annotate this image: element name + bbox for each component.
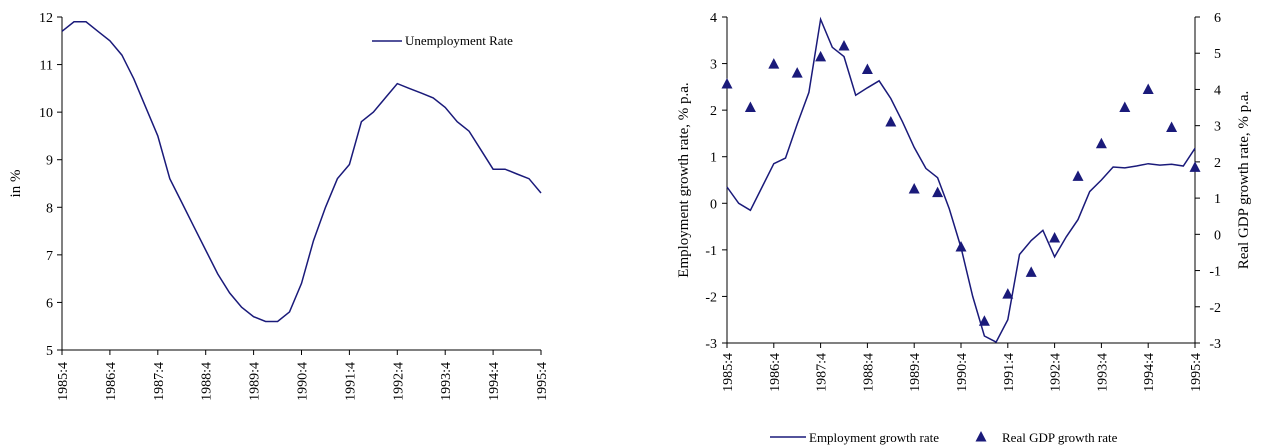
x-tick-label: 1995:4	[535, 362, 550, 401]
gdp-growth-point	[861, 63, 873, 75]
left-y-tick-label: 4	[710, 11, 717, 26]
gdp-growth-point	[1189, 161, 1201, 172]
unemployment-chart: 5 6 7 8 9 10 11 12 1985:4 1986:4 1987:4 1988:4 1989:…	[8, 11, 550, 401]
y-tick-label: 5	[46, 344, 53, 359]
x-tick-label: 1986:4	[104, 362, 119, 401]
left-y-tick-label: -1	[705, 244, 717, 259]
x-tick-label: 1985:4	[56, 362, 71, 401]
gdp-growth-point	[1025, 266, 1037, 277]
gdp-growth-point	[768, 58, 780, 69]
x-tick-label: 1993:4	[439, 362, 454, 401]
right-y-tick-label: 1	[1214, 192, 1221, 207]
left-y-tick-label: 0	[710, 197, 717, 212]
x-tick-label: 1987:4	[152, 362, 167, 401]
gdp-growth-point	[1119, 101, 1131, 113]
gdp-growth-point	[955, 241, 967, 252]
gdp-growth-point	[1166, 121, 1178, 132]
gdp-growth-point	[885, 116, 897, 127]
gdp-growth-point	[1049, 231, 1061, 243]
x-tick-label: 1993:4	[1095, 353, 1110, 392]
x-tick-label: 1991:4	[343, 362, 358, 401]
right-y-tick-label: 6	[1214, 11, 1221, 26]
left-y-tick-label: 3	[710, 58, 717, 73]
right-y-tick-label: 2	[1214, 156, 1221, 171]
x-tick-label: 1991:4	[1002, 353, 1017, 392]
x-tick-label: 1989:4	[908, 353, 923, 392]
x-tick-label: 1986:4	[768, 353, 783, 392]
gdp-growth-point	[978, 315, 990, 326]
x-tick-label: 1987:4	[815, 353, 830, 392]
right-y-tick-label: -2	[1209, 301, 1221, 316]
y-tick-label: 6	[46, 296, 53, 311]
unemployment-rate-line	[61, 21, 542, 323]
x-tick-label: 1994:4	[487, 362, 502, 401]
y-tick-label: 8	[46, 201, 53, 216]
gdp-growth-point	[908, 183, 920, 194]
gdp-growth-point	[791, 67, 803, 78]
left-y-tick-label: 2	[710, 104, 717, 119]
gdp-growth-point	[1095, 137, 1107, 149]
gdp-growth-point	[744, 101, 756, 113]
legend-label-unemployment: Unemployment Rate	[405, 33, 513, 48]
right-y-tick-label: 4	[1214, 83, 1221, 98]
right-y-tick-label: 3	[1214, 120, 1221, 135]
legend-label-employment: Employment growth rate	[809, 430, 939, 445]
x-tick-label: 1992:4	[1049, 353, 1064, 392]
gdp-growth-point	[1002, 288, 1014, 299]
right-y-tick-label: 5	[1214, 47, 1221, 62]
y-tick-label: 12	[39, 11, 53, 26]
left-y-tick-label: -2	[705, 290, 717, 305]
left-y-tick-label: 1	[710, 151, 717, 166]
gdp-growth-point	[721, 78, 733, 89]
y-tick-label: 10	[39, 106, 53, 121]
right-y-tick-label: 0	[1214, 228, 1221, 243]
right-y-tick-label: -1	[1209, 265, 1221, 280]
right-y-tick-label: -3	[1209, 337, 1221, 352]
gdp-growth-point	[815, 50, 827, 62]
x-tick-label: 1990:4	[955, 353, 970, 392]
x-tick-label: 1994:4	[1142, 353, 1157, 392]
y-tick-label: 9	[46, 154, 53, 169]
x-tick-label: 1985:4	[721, 353, 736, 392]
gdp-growth-point	[932, 186, 944, 198]
x-tick-label: 1988:4	[200, 362, 215, 401]
right-y-axis-label: Real GDP growth rate, % p.a.	[1236, 91, 1252, 270]
legend-swatch-gdp	[975, 431, 987, 442]
y-tick-label: 7	[46, 249, 53, 264]
gdp-growth-point	[1142, 83, 1154, 94]
gdp-growth-point	[838, 39, 850, 51]
y-axis-label: in %	[8, 170, 24, 198]
employment-gdp-chart: -3 -2 -1 0 1 2 3 4 -3 -2 -1 0 1 2 3 4 5 6 1985:4 1986:4 1987…	[676, 11, 1252, 445]
x-tick-label: 1992:4	[391, 362, 406, 401]
left-y-tick-label: -3	[705, 337, 717, 352]
x-tick-label: 1989:4	[248, 362, 263, 401]
x-tick-label: 1995:4	[1189, 353, 1204, 392]
x-tick-label: 1990:4	[296, 362, 311, 401]
y-tick-label: 11	[40, 59, 53, 74]
x-tick-label: 1988:4	[861, 353, 876, 392]
legend-label-gdp: Real GDP growth rate	[1002, 430, 1118, 445]
gdp-growth-point	[1072, 170, 1084, 181]
left-y-axis-label: Employment growth rate, % p.a.	[676, 82, 692, 277]
